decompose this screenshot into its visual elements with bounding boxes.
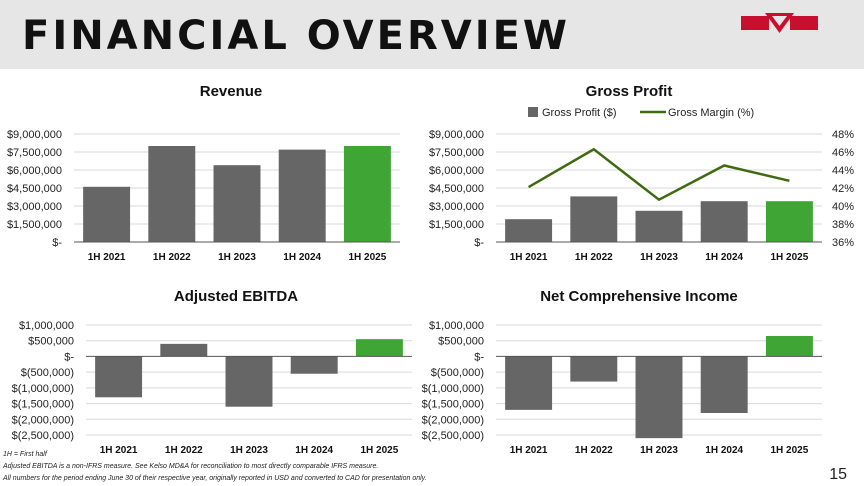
revenue-chart: Revenue $- $1,500,000 $3,000,000 $4,500,000 $… <box>7 83 400 263</box>
bar <box>635 210 683 242</box>
y2-tick-label: 48% <box>832 129 854 141</box>
x-tick-label: 1H 2021 <box>88 252 126 263</box>
y2-tick-label: 36% <box>832 237 854 249</box>
y-tick-label: $(1,000,000) <box>12 383 74 395</box>
x-tick-label: 1H 2022 <box>575 445 613 456</box>
y-tick-label: $9,000,000 <box>429 129 484 141</box>
y-tick-label: $500,000 <box>438 336 484 348</box>
bar <box>83 186 131 242</box>
y-tick-label: $7,500,000 <box>7 147 62 159</box>
bar <box>765 336 813 357</box>
y-tick-label: $(1,500,000) <box>12 399 74 411</box>
x-tick-label: 1H 2023 <box>230 445 268 456</box>
y-tick-label: $3,000,000 <box>429 201 484 213</box>
y-tick-label: $- <box>64 351 74 363</box>
bar <box>290 356 338 374</box>
bar <box>160 343 208 357</box>
y-tick-label: $500,000 <box>28 336 74 348</box>
y-tick-label: $1,500,000 <box>429 219 484 231</box>
y-tick-label: $1,000,000 <box>429 320 484 332</box>
footnote-first-half: 1H = First half <box>3 451 47 458</box>
y-tick-label: $6,000,000 <box>429 165 484 177</box>
net-comprehensive-income-chart: Net Comprehensive Income $(2,500,000) $(2,… <box>422 288 822 456</box>
y-tick-label: $- <box>474 351 484 363</box>
company-logo <box>741 13 818 33</box>
chart-title: Adjusted EBITDA <box>174 288 298 305</box>
y-tick-label: $(500,000) <box>21 367 74 379</box>
y-tick-label: $7,500,000 <box>429 147 484 159</box>
chart-title: Revenue <box>200 83 263 100</box>
bar <box>505 219 553 242</box>
x-tick-label: 1H 2021 <box>100 445 138 456</box>
footnote-currency: All numbers for the period ending June 3… <box>3 475 427 482</box>
bar <box>278 149 326 242</box>
x-tick-label: 1H 2025 <box>360 445 398 456</box>
x-tick-label: 1H 2022 <box>575 252 613 263</box>
x-tick-label: 1H 2024 <box>705 252 743 263</box>
legend-label-gross-margin: Gross Margin (%) <box>668 107 754 119</box>
x-tick-label: 1H 2021 <box>510 445 548 456</box>
bar <box>148 146 196 242</box>
y-tick-label: $(1,000,000) <box>422 383 484 395</box>
y-tick-label: $(2,500,000) <box>422 430 484 442</box>
y-tick-label: $4,500,000 <box>429 183 484 195</box>
y-tick-label: $(2,000,000) <box>422 414 484 426</box>
bar <box>225 356 273 407</box>
y-tick-label: $1,000,000 <box>19 320 74 332</box>
bar <box>355 339 403 357</box>
footnote-ebitda: Adjusted EBITDA is a non-IFRS measure. S… <box>3 463 379 470</box>
logo-chevron-inner <box>772 16 787 26</box>
x-tick-label: 1H 2024 <box>295 445 333 456</box>
x-tick-label: 1H 2025 <box>770 445 808 456</box>
bar <box>765 201 813 242</box>
header-bar: FINANCIAL OVERVIEW <box>0 0 864 69</box>
y-tick-label: $6,000,000 <box>7 165 62 177</box>
page-number: 15 <box>829 466 847 483</box>
bar <box>700 201 748 242</box>
page-title: FINANCIAL OVERVIEW <box>22 13 571 59</box>
x-tick-label: 1H 2024 <box>705 445 743 456</box>
y-tick-label: $(1,500,000) <box>422 399 484 411</box>
y-tick-label: $4,500,000 <box>7 183 62 195</box>
bar <box>635 356 683 439</box>
y-tick-label: $9,000,000 <box>7 129 62 141</box>
bar <box>343 146 391 242</box>
y-tick-label: $(2,000,000) <box>12 414 74 426</box>
bar <box>505 356 553 410</box>
y2-tick-label: 44% <box>832 165 854 177</box>
logo-bar-right <box>790 16 818 30</box>
logo-bar-left <box>741 16 769 30</box>
y-tick-label: $1,500,000 <box>7 219 62 231</box>
x-tick-label: 1H 2022 <box>165 445 203 456</box>
chart-title: Net Comprehensive Income <box>540 288 738 305</box>
bar <box>570 196 618 242</box>
x-tick-label: 1H 2024 <box>283 252 321 263</box>
x-tick-label: 1H 2023 <box>640 252 678 263</box>
bar <box>700 356 748 413</box>
x-tick-label: 1H 2023 <box>218 252 256 263</box>
x-tick-label: 1H 2025 <box>770 252 808 263</box>
bar <box>570 356 618 382</box>
y2-tick-label: 42% <box>832 183 854 195</box>
y-tick-label: $- <box>474 237 484 249</box>
x-tick-label: 1H 2022 <box>153 252 191 263</box>
adjusted-ebitda-chart: Adjusted EBITDA $(2,500,000) $(2,000,000) $… <box>12 288 412 456</box>
x-tick-label: 1H 2023 <box>640 445 678 456</box>
y-tick-label: $(500,000) <box>431 367 484 379</box>
bar <box>95 356 143 398</box>
y-tick-label: $(2,500,000) <box>12 430 74 442</box>
gross-profit-chart: Gross Profit $- $1,500,000 $3,000,000 $4,500… <box>429 83 854 263</box>
chart-title: Gross Profit <box>586 83 673 100</box>
y-tick-label: $- <box>52 237 62 249</box>
x-tick-label: 1H 2025 <box>348 252 386 263</box>
bar <box>213 165 261 242</box>
legend-label-gross-profit: Gross Profit ($) <box>542 107 617 119</box>
legend-swatch-gross-profit <box>528 107 538 117</box>
gross-margin-line <box>527 147 790 202</box>
x-tick-label: 1H 2021 <box>510 252 548 263</box>
y2-tick-label: 38% <box>832 219 854 231</box>
y-tick-label: $3,000,000 <box>7 201 62 213</box>
y2-tick-label: 40% <box>832 201 854 213</box>
y2-tick-label: 46% <box>832 147 854 159</box>
